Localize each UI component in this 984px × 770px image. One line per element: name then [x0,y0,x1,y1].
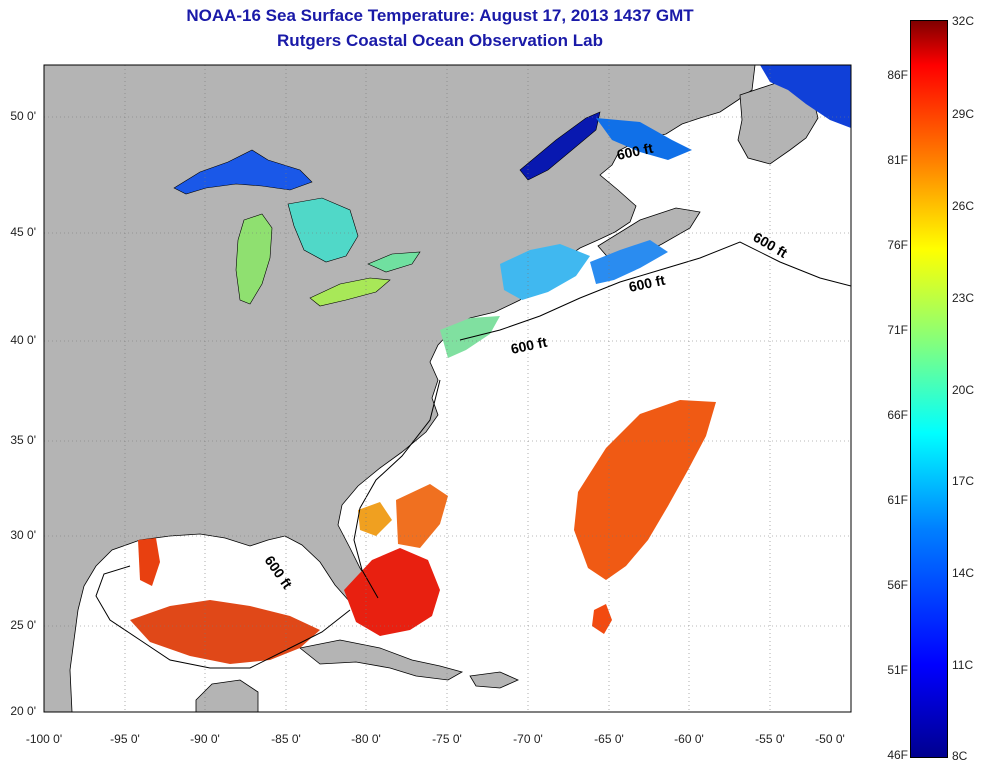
colorbar-c-label: 20C [952,383,975,397]
lon-tick: -95 0' [110,732,140,746]
lake-superior [173,149,313,195]
colorbar-c-label: 14C [952,566,975,580]
labrador-sst [760,65,851,128]
southeast-offshore-sst [396,484,448,548]
lat-tick: 50 0' [10,109,36,123]
lon-tick: -90 0' [190,732,220,746]
lat-tick: 40 0' [10,333,36,347]
lat-tick: 20 0' [10,704,36,718]
lon-tick: -60 0' [674,732,704,746]
map-subtitle: Rutgers Coastal Ocean Observation Lab [277,31,603,50]
lake-erie [309,277,391,307]
texas-coast-sst [138,538,160,586]
colorbar-c-label: 17C [952,474,975,488]
graticule [44,65,851,712]
lon-tick: -100 0' [25,732,63,746]
lat-tick: 35 0' [10,433,36,447]
gulf-st-lawrence-sst [519,111,601,181]
lat-tick: 30 0' [10,528,36,542]
contour-label: 600 ft [509,334,548,357]
lake-ontario [367,251,421,273]
colorbar-f-label: 71F [887,323,908,337]
temperature-colorbar [910,20,948,758]
georgia-shelf-sst [358,502,392,536]
lat-tick: 25 0' [10,618,36,632]
land-north-america [44,65,756,712]
colorbar-c-label: 26C [952,199,975,213]
scotian-shelf-sst [590,240,668,284]
colorbar-f-label: 56F [887,578,908,592]
contour-label: 600 ft [627,272,666,295]
land-cuba [299,639,464,681]
lon-tick: -70 0' [513,732,543,746]
lon-tick: -80 0' [351,732,381,746]
colorbar-f-label: 81F [887,153,908,167]
colorbar-f-label: 76F [887,238,908,252]
lake-huron [287,197,359,263]
florida-straits-sst [344,548,440,636]
warm-sst-patches [130,400,716,664]
land-yucatan [195,679,259,712]
land-hispaniola [469,671,519,689]
colorbar-c-label: 32C [952,14,975,28]
colorbar-c-label: 11C [952,658,974,672]
lon-tick: -65 0' [594,732,624,746]
colorbar-f-label: 66F [887,408,908,422]
isobath-600ft-south [95,379,441,669]
lake-michigan [235,213,273,305]
colorbar-c-label: 29C [952,107,975,121]
colorbar-f-label: 61F [887,493,908,507]
colorbar-f-label: 51F [887,663,908,677]
gulf-of-maine-sst [500,244,590,300]
great-lakes [173,149,421,307]
contour-label: 600 ft [615,140,654,163]
lat-tick: 45 0' [10,225,36,239]
bermuda-patch-sst [592,604,612,634]
colorbar-c-label: 23C [952,291,975,305]
map-frame [43,64,852,713]
gulf-of-mexico-sst [130,600,320,664]
lon-tick: -55 0' [755,732,785,746]
gulf-stream-eddy-sst [574,400,716,580]
map-title: NOAA-16 Sea Surface Temperature: August … [186,6,694,25]
st-lawrence-estuary-sst [596,118,692,160]
lon-tick: -85 0' [271,732,301,746]
lon-tick: -50 0' [815,732,845,746]
isobath-600ft [459,241,851,341]
colorbar-f-label: 46F [887,748,908,762]
colorbar-f-label: 86F [887,68,908,82]
lon-tick: -75 0' [432,732,462,746]
colorbar-c-label: 8C [952,749,968,763]
